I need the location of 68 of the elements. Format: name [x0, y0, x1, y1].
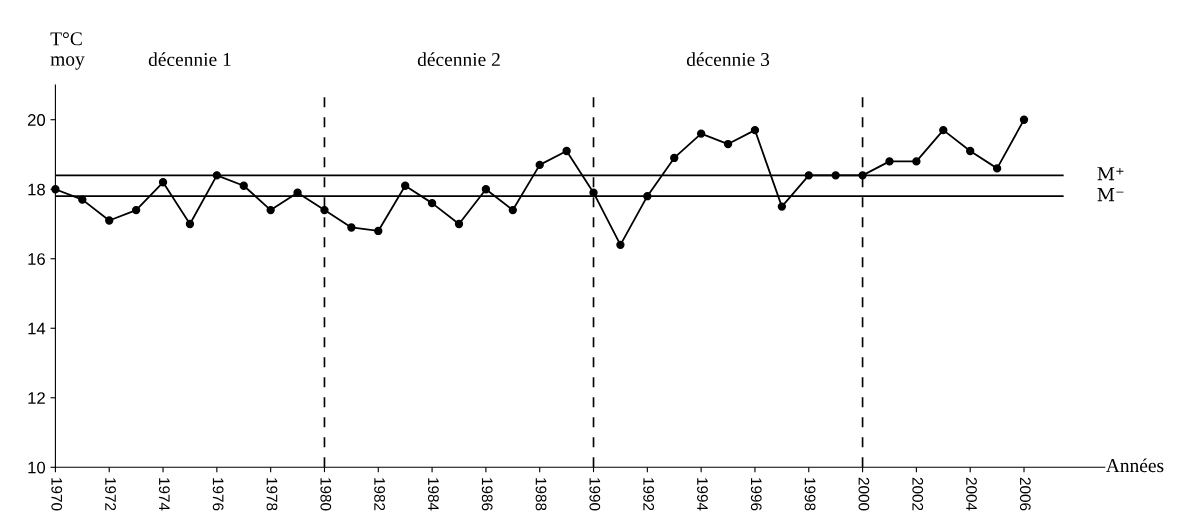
point: [427, 198, 437, 208]
x-tick-label: 1998: [804, 478, 816, 511]
point: [212, 171, 222, 180]
point: [185, 219, 195, 229]
x-tick-label: 2004: [966, 477, 977, 511]
x-tick-label: 1972: [105, 478, 116, 511]
point: [535, 160, 544, 170]
point: [401, 181, 410, 190]
x-tick-label: 1992: [643, 478, 655, 511]
point: [804, 171, 813, 180]
x-tick-label: 2006: [1019, 477, 1031, 511]
x-tick-label: 2000: [858, 477, 870, 511]
x-tick-label: 1986: [481, 478, 493, 511]
point: [670, 153, 679, 163]
text: décennie 2: [417, 52, 500, 67]
x-tick-label: 1990: [589, 478, 601, 511]
point: [643, 192, 652, 201]
point: [562, 146, 571, 156]
x-axis-title: Années: [1105, 458, 1164, 473]
point: [239, 181, 248, 190]
point: [347, 223, 356, 232]
point: [508, 205, 517, 215]
x-tick-label: 2002: [912, 477, 924, 511]
x-tick-label: 1988: [535, 478, 547, 511]
x-tick-label: 1980: [320, 478, 332, 511]
point: [293, 188, 302, 197]
point: [589, 188, 598, 197]
point: [885, 157, 894, 166]
point: [750, 125, 760, 135]
point: [992, 164, 1002, 173]
x-tick-label: 1974: [158, 478, 170, 511]
x-tick-label: 1976: [212, 478, 224, 511]
point: [831, 171, 840, 180]
point: [158, 178, 168, 187]
y-axis-title: T°C moy: [50, 32, 85, 70]
point: [912, 157, 921, 166]
point: [78, 195, 87, 204]
x-tick-label: 1984: [427, 478, 439, 511]
point: [777, 202, 787, 211]
point: [481, 185, 491, 194]
y-tick-label: 12: [28, 392, 45, 404]
y-tick-label: 20: [27, 114, 46, 126]
point: [131, 205, 141, 215]
point: [723, 139, 733, 149]
y-tick-label: 10: [28, 461, 46, 474]
point: [320, 205, 329, 215]
point: [939, 125, 948, 135]
point: [696, 129, 706, 138]
x-tick-label: 1994: [697, 478, 708, 511]
x-tick-label: 1970: [51, 478, 63, 511]
point: [374, 226, 383, 236]
ref-line-label: M⁺: [1097, 167, 1124, 181]
x-tick-label: 1982: [374, 478, 385, 511]
ref-line-label: M⁻: [1097, 188, 1124, 202]
text: décennie 1: [148, 52, 231, 67]
point: [454, 219, 464, 229]
point: [858, 171, 867, 180]
point: [1019, 115, 1029, 124]
x-tick-label: 1978: [266, 478, 278, 511]
point: [616, 240, 625, 250]
text: décennie 3: [686, 52, 770, 67]
point: [266, 205, 275, 215]
x-tick-label: 1996: [750, 478, 762, 511]
y-tick-label: 14: [28, 322, 46, 335]
y-tick-label: 18: [28, 183, 45, 196]
y-tick-label: 16: [28, 253, 45, 265]
point: [966, 146, 975, 156]
point: [105, 216, 114, 225]
